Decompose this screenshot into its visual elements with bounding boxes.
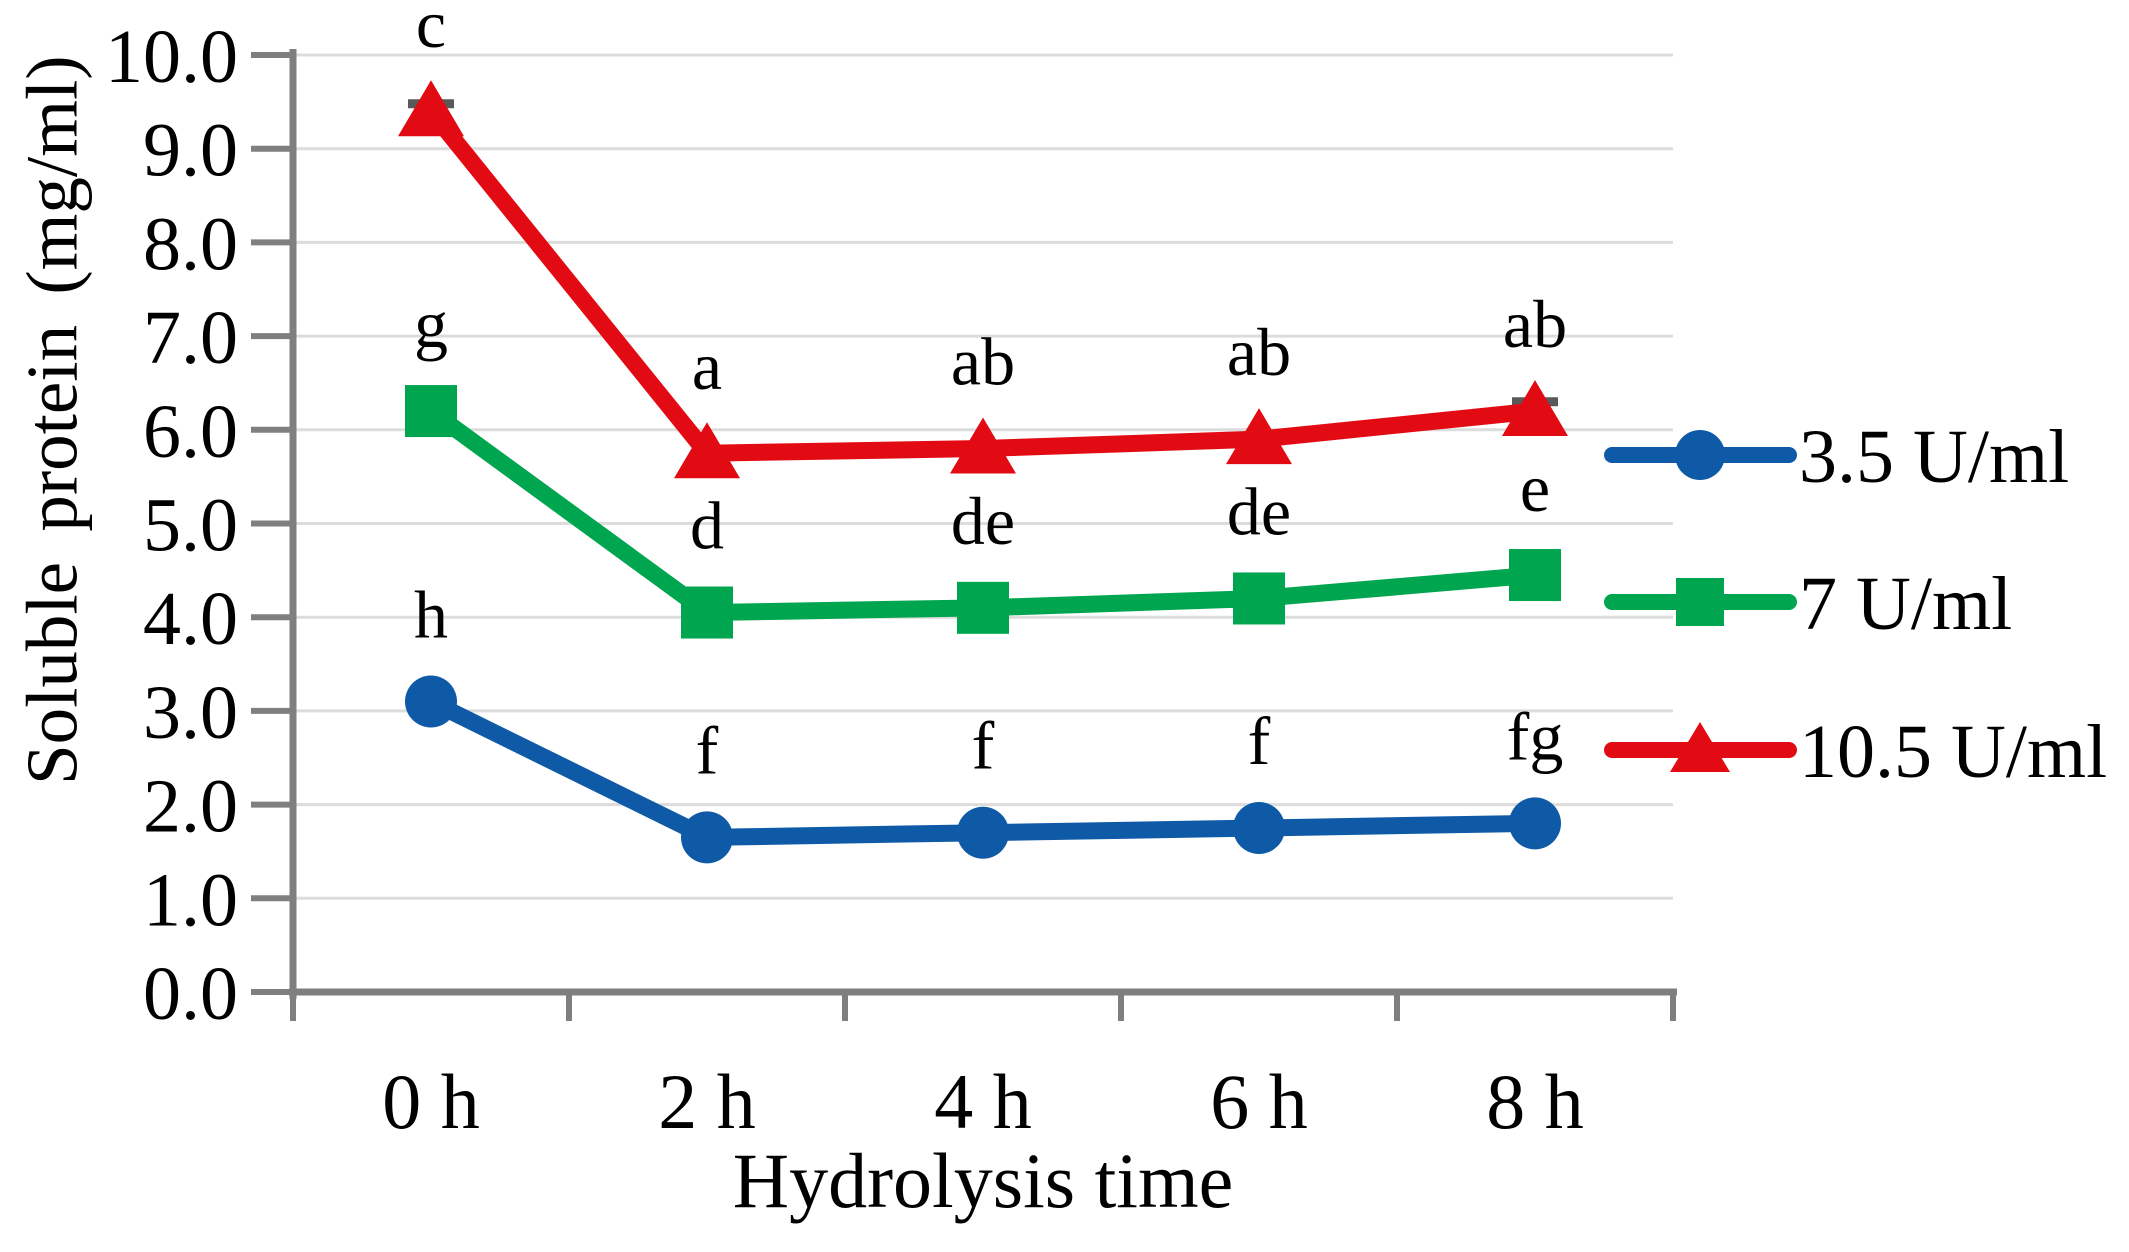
data-point-marker bbox=[1502, 380, 1568, 437]
y-tick-label: 3.0 bbox=[143, 671, 238, 755]
x-category-label: 6 h bbox=[1210, 1058, 1308, 1145]
data-point-marker bbox=[405, 385, 457, 438]
significance-label: d bbox=[690, 488, 724, 564]
significance-label: ab bbox=[1227, 314, 1291, 390]
data-point-marker bbox=[681, 811, 733, 864]
significance-label: f bbox=[972, 708, 995, 784]
significance-label: de bbox=[1227, 473, 1291, 549]
significance-label: ab bbox=[951, 324, 1015, 400]
legend-marker bbox=[1676, 578, 1724, 626]
data-point-marker bbox=[398, 80, 464, 137]
significance-label: a bbox=[692, 328, 722, 404]
x-category-label: 2 h bbox=[658, 1058, 756, 1145]
data-point-marker bbox=[681, 586, 733, 639]
legend-label: 3.5 U/ml bbox=[1799, 415, 2069, 499]
legend-marker bbox=[1670, 722, 1730, 772]
y-tick-label: 8.0 bbox=[143, 202, 238, 286]
data-point-marker bbox=[1509, 797, 1561, 850]
y-tick-label: 10.0 bbox=[105, 15, 238, 99]
significance-label: e bbox=[1520, 450, 1550, 526]
data-point-marker bbox=[674, 422, 740, 479]
significance-label: ab bbox=[1503, 286, 1567, 362]
significance-label: fg bbox=[1507, 698, 1564, 774]
y-tick-label: 6.0 bbox=[143, 390, 238, 474]
legend-marker bbox=[1675, 430, 1725, 480]
data-point-marker bbox=[1233, 802, 1285, 855]
significance-label: f bbox=[1248, 703, 1271, 779]
significance-label: g bbox=[414, 286, 448, 362]
x-category-label: 8 h bbox=[1486, 1058, 1584, 1145]
data-point-marker bbox=[1509, 549, 1561, 602]
y-tick-label: 4.0 bbox=[143, 577, 238, 661]
series-line-2 bbox=[422, 102, 1544, 462]
y-tick-label: 0.0 bbox=[143, 952, 238, 1036]
data-point-marker bbox=[950, 417, 1016, 474]
significance-label: c bbox=[416, 0, 446, 62]
legend-label: 7 U/ml bbox=[1799, 562, 2012, 646]
y-tick-label: 7.0 bbox=[143, 296, 238, 380]
y-tick-label: 2.0 bbox=[143, 765, 238, 849]
legend-label: 10.5 U/ml bbox=[1799, 710, 2107, 794]
significance-label: h bbox=[414, 577, 448, 653]
x-category-label: 4 h bbox=[934, 1058, 1032, 1145]
data-point-marker bbox=[1226, 408, 1292, 465]
y-tick-label: 5.0 bbox=[143, 484, 238, 568]
y-axis-title: Soluble protein (mg/ml) bbox=[11, 55, 93, 785]
significance-label: de bbox=[951, 483, 1015, 559]
significance-label: f bbox=[696, 712, 719, 788]
x-category-label: 0 h bbox=[382, 1058, 480, 1145]
data-point-marker bbox=[1233, 572, 1285, 625]
y-tick-label: 9.0 bbox=[143, 109, 238, 193]
y-tick-label: 1.0 bbox=[143, 858, 238, 942]
data-point-marker bbox=[957, 806, 1009, 859]
x-axis-title: Hydrolysis time bbox=[732, 1137, 1234, 1224]
data-point-marker bbox=[957, 581, 1009, 634]
data-point-marker bbox=[405, 675, 457, 728]
